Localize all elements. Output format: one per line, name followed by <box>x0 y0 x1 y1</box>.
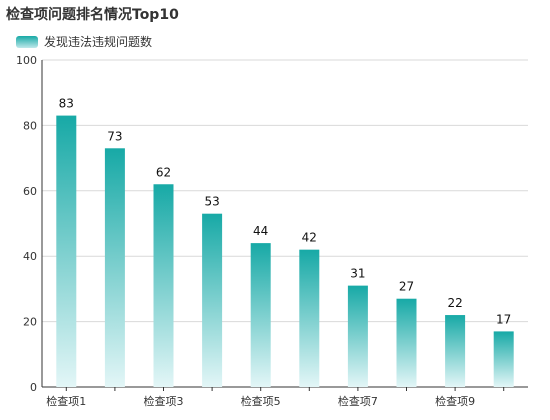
x-tick-label: 检查项7 <box>338 394 378 408</box>
bar[interactable] <box>299 249 320 387</box>
bar[interactable] <box>396 298 417 387</box>
data-label: 17 <box>496 312 511 326</box>
data-label: 31 <box>350 267 365 281</box>
chart-title: 检查项问题排名情况Top10 <box>6 7 179 23</box>
bar[interactable] <box>347 285 368 387</box>
data-label: 44 <box>253 224 268 238</box>
x-tick-label: 检查项9 <box>435 394 475 408</box>
y-tick-label: 20 <box>23 316 37 329</box>
data-label: 53 <box>204 195 219 209</box>
y-tick-label: 60 <box>23 185 37 198</box>
y-tick-label: 100 <box>16 54 37 67</box>
bar[interactable] <box>493 331 514 387</box>
x-tick-label: 检查项3 <box>144 394 184 408</box>
bar[interactable] <box>56 115 77 387</box>
x-tick-label: 检查项1 <box>46 394 86 408</box>
data-label: 83 <box>59 97 74 111</box>
legend[interactable]: 发现违法违规问题数 <box>16 33 152 50</box>
bar[interactable] <box>250 243 271 387</box>
legend-swatch <box>16 35 38 48</box>
data-label: 62 <box>156 165 171 179</box>
y-tick-label: 40 <box>23 250 37 263</box>
y-tick-label: 80 <box>23 119 37 132</box>
data-label: 22 <box>447 296 462 310</box>
bar[interactable] <box>445 315 466 387</box>
bar[interactable] <box>104 148 125 387</box>
x-tick-label: 检查项5 <box>241 394 281 408</box>
data-label: 73 <box>107 129 122 143</box>
bar[interactable] <box>202 213 223 387</box>
bar[interactable] <box>153 184 174 387</box>
legend-label: 发现违法违规问题数 <box>44 35 153 49</box>
data-label: 27 <box>399 280 414 294</box>
y-tick-label: 0 <box>30 381 37 394</box>
data-label: 42 <box>302 231 317 245</box>
